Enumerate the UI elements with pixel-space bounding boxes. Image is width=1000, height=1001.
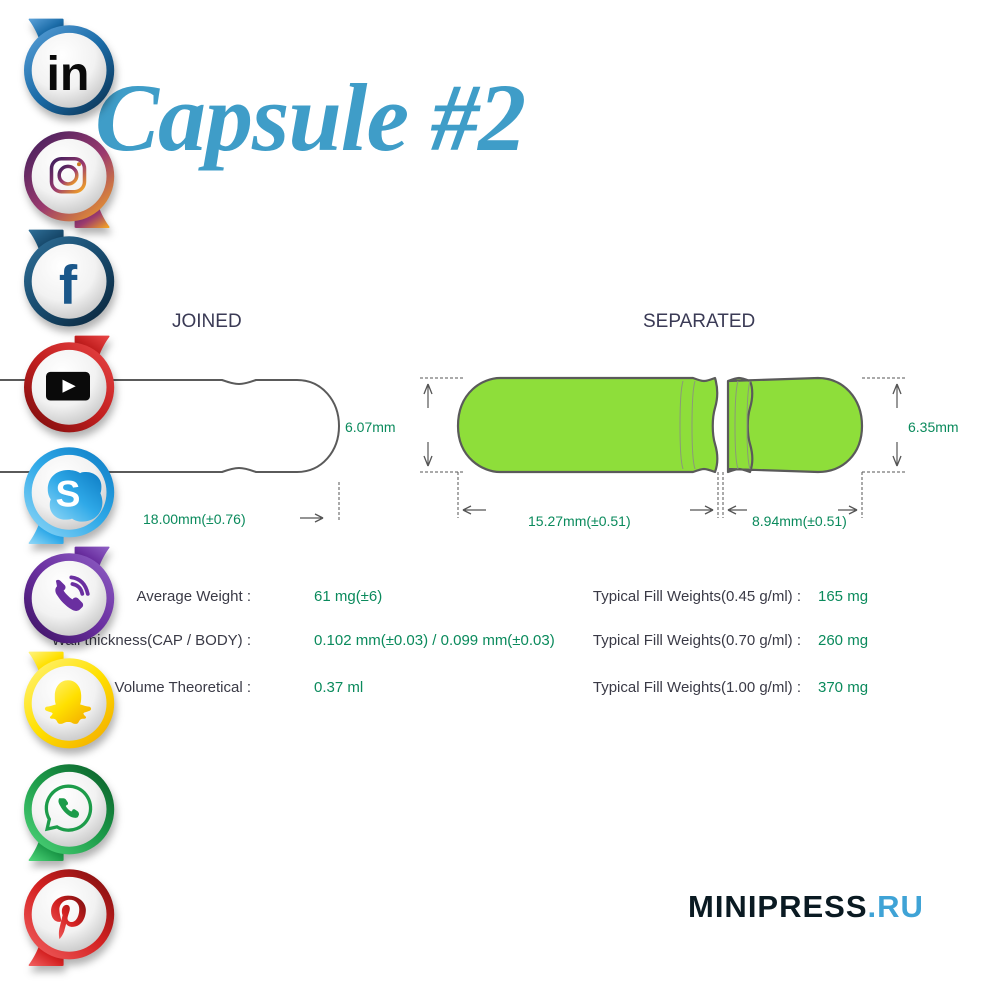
svg-text:S: S [56,473,81,515]
svg-text:8.94mm(±0.51): 8.94mm(±0.51) [752,513,847,529]
svg-text:15.27mm(±0.51): 15.27mm(±0.51) [528,513,631,529]
svg-text:6.35mm: 6.35mm [908,419,959,435]
svg-text:SEPARATED: SEPARATED [643,311,755,332]
svg-text:6.07mm: 6.07mm [345,419,396,435]
svg-text:18.00mm(±0.76): 18.00mm(±0.76) [143,511,246,527]
svg-text:in: in [46,47,89,101]
svg-text:JOINED: JOINED [172,311,242,332]
svg-text:f: f [59,254,78,316]
